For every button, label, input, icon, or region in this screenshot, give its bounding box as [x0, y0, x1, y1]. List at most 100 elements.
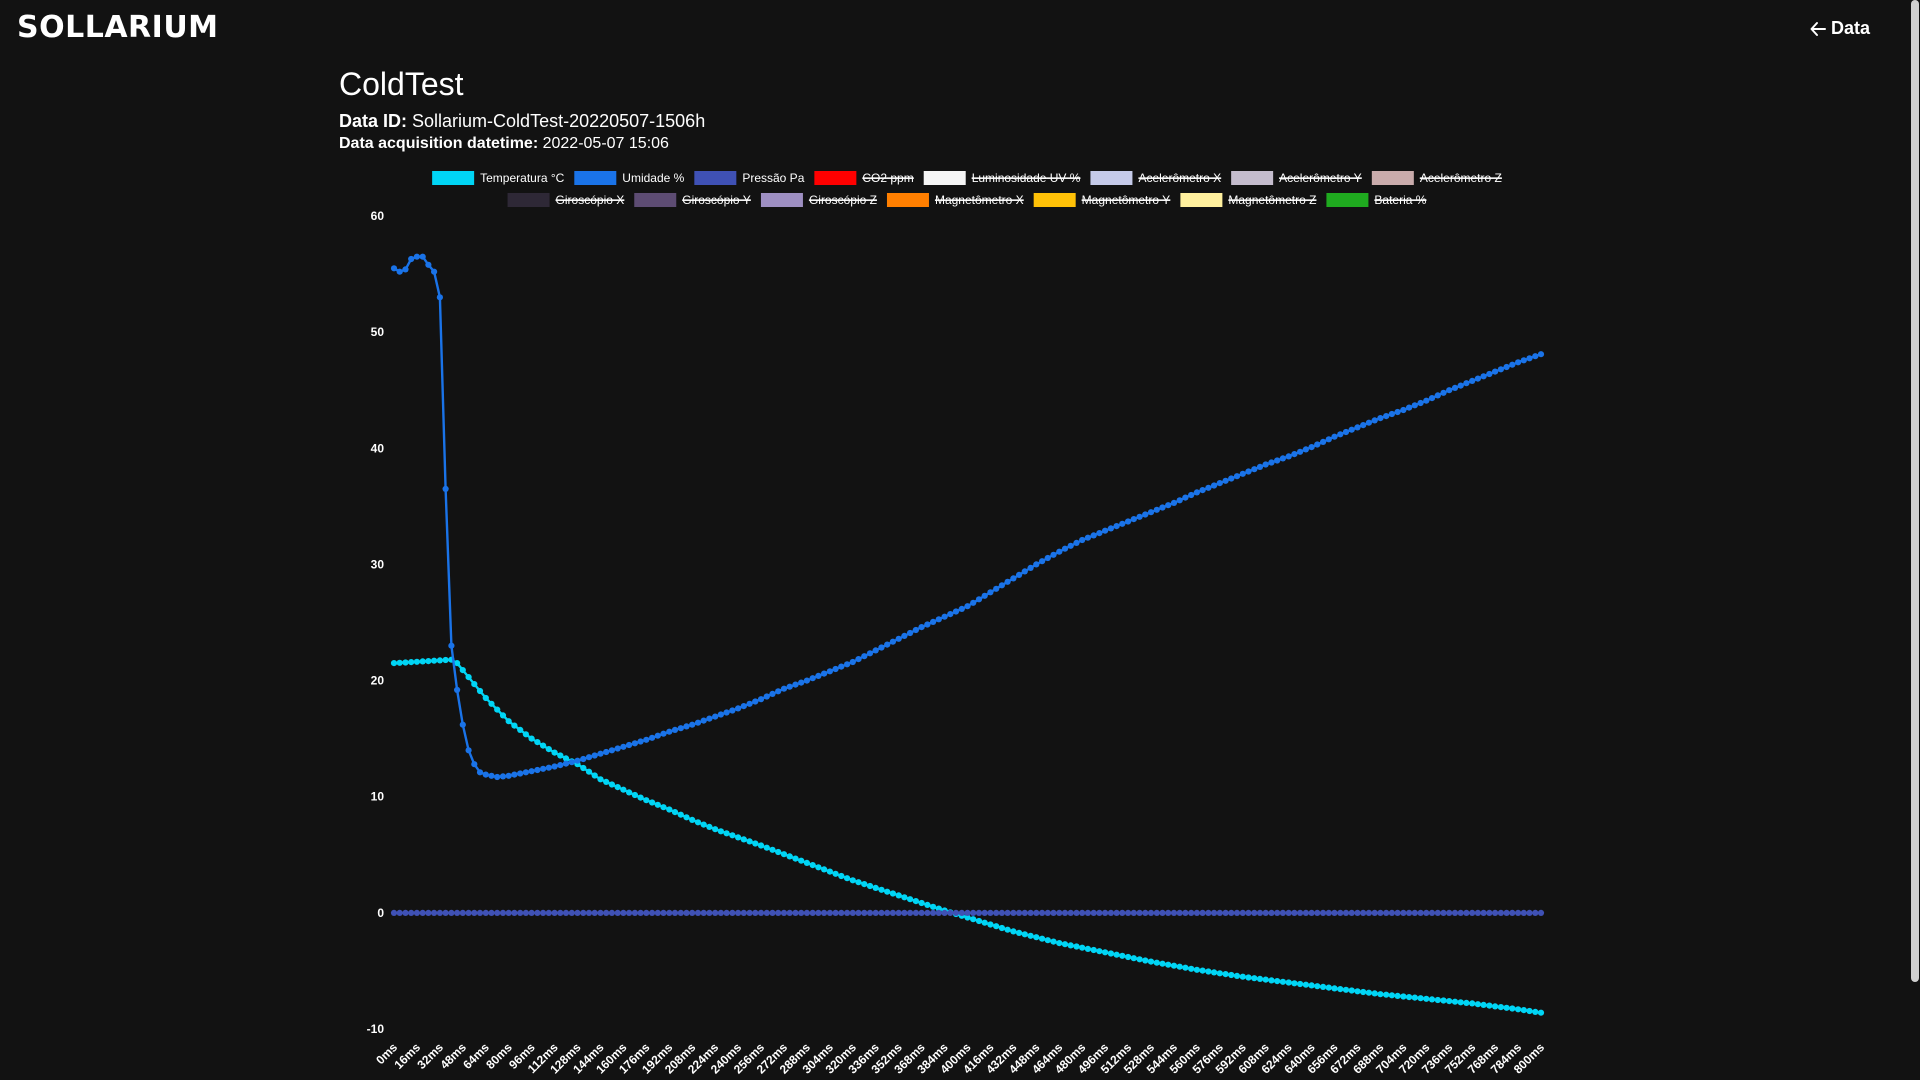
- data-point-temperatura-c[interactable]: [1153, 959, 1160, 966]
- data-point-umidade[interactable]: [1027, 564, 1034, 572]
- data-point-temperatura-c[interactable]: [1211, 969, 1218, 976]
- data-point-pressao-pa[interactable]: [1474, 909, 1481, 917]
- data-point-temperatura-c[interactable]: [1216, 970, 1223, 977]
- data-point-temperatura-c[interactable]: [987, 921, 994, 928]
- data-point-pressao-pa[interactable]: [1348, 909, 1355, 917]
- legend-swatch-acelerometro-y[interactable]: [1231, 171, 1274, 185]
- data-point-pressao-pa[interactable]: [1211, 909, 1218, 917]
- data-point-umidade[interactable]: [1314, 441, 1321, 448]
- data-point-pressao-pa[interactable]: [1314, 909, 1321, 917]
- data-point-umidade[interactable]: [1274, 457, 1281, 464]
- data-point-umidade[interactable]: [448, 642, 455, 649]
- data-point-pressao-pa[interactable]: [907, 909, 914, 917]
- data-point-temperatura-c[interactable]: [1503, 1004, 1510, 1011]
- data-point-temperatura-c[interactable]: [1342, 986, 1350, 993]
- legend-swatch-acelerometro-x[interactable]: [1090, 171, 1133, 185]
- data-point-pressao-pa[interactable]: [1325, 909, 1332, 917]
- data-point-pressao-pa[interactable]: [1406, 909, 1413, 917]
- data-point-pressao-pa[interactable]: [557, 909, 564, 917]
- data-point-temperatura-c[interactable]: [562, 755, 570, 762]
- data-point-pressao-pa[interactable]: [614, 909, 621, 917]
- data-point-pressao-pa[interactable]: [1457, 909, 1464, 917]
- data-point-temperatura-c[interactable]: [643, 797, 650, 804]
- data-point-temperatura-c[interactable]: [872, 884, 879, 892]
- data-point-umidade[interactable]: [562, 760, 570, 767]
- data-point-pressao-pa[interactable]: [390, 909, 398, 917]
- data-point-umidade[interactable]: [402, 266, 409, 273]
- data-point-umidade[interactable]: [1302, 446, 1309, 453]
- data-point-pressao-pa[interactable]: [1004, 909, 1011, 917]
- data-point-temperatura-c[interactable]: [1520, 1007, 1527, 1014]
- data-point-umidade[interactable]: [540, 765, 547, 772]
- data-point-pressao-pa[interactable]: [396, 909, 403, 917]
- data-point-temperatura-c[interactable]: [1457, 999, 1464, 1006]
- data-point-umidade[interactable]: [654, 732, 661, 739]
- data-point-temperatura-c[interactable]: [723, 830, 730, 837]
- data-point-umidade[interactable]: [1021, 568, 1028, 575]
- data-point-umidade[interactable]: [866, 650, 874, 657]
- data-point-temperatura-c[interactable]: [413, 658, 420, 665]
- data-point-temperatura-c[interactable]: [1394, 992, 1401, 1000]
- data-point-umidade[interactable]: [1245, 468, 1252, 475]
- data-point-umidade[interactable]: [981, 592, 988, 599]
- data-point-umidade[interactable]: [1262, 461, 1269, 468]
- data-point-pressao-pa[interactable]: [454, 909, 461, 917]
- data-point-umidade[interactable]: [499, 773, 507, 780]
- legend-swatch-umidade[interactable]: [574, 171, 617, 185]
- data-point-temperatura-c[interactable]: [1165, 961, 1172, 968]
- data-point-pressao-pa[interactable]: [683, 909, 690, 917]
- data-point-pressao-pa[interactable]: [1428, 909, 1436, 917]
- legend-swatch-co2-ppm[interactable]: [814, 171, 857, 185]
- data-point-pressao-pa[interactable]: [1503, 909, 1510, 917]
- data-point-pressao-pa[interactable]: [1188, 909, 1195, 917]
- data-point-pressao-pa[interactable]: [735, 909, 742, 917]
- data-point-pressao-pa[interactable]: [1021, 909, 1028, 917]
- data-point-pressao-pa[interactable]: [1268, 909, 1275, 917]
- data-point-pressao-pa[interactable]: [952, 909, 960, 917]
- data-point-temperatura-c[interactable]: [1492, 1003, 1499, 1010]
- data-point-temperatura-c[interactable]: [1170, 962, 1178, 969]
- data-point-umidade[interactable]: [505, 772, 512, 779]
- data-point-temperatura-c[interactable]: [998, 924, 1006, 932]
- data-point-pressao-pa[interactable]: [1342, 909, 1350, 917]
- data-point-umidade[interactable]: [1096, 530, 1103, 537]
- data-point-temperatura-c[interactable]: [408, 659, 415, 666]
- data-point-pressao-pa[interactable]: [993, 909, 1000, 917]
- data-point-temperatura-c[interactable]: [419, 658, 426, 665]
- data-point-pressao-pa[interactable]: [780, 909, 788, 917]
- data-point-temperatura-c[interactable]: [970, 916, 977, 923]
- data-point-temperatura-c[interactable]: [1532, 1008, 1539, 1016]
- data-point-temperatura-c[interactable]: [1107, 950, 1114, 957]
- data-point-temperatura-c[interactable]: [591, 772, 598, 779]
- data-point-umidade[interactable]: [603, 748, 610, 756]
- data-point-umidade[interactable]: [763, 693, 770, 700]
- data-point-umidade[interactable]: [1039, 558, 1046, 565]
- data-point-temperatura-c[interactable]: [1050, 938, 1057, 945]
- data-point-umidade[interactable]: [671, 726, 679, 734]
- data-point-temperatura-c[interactable]: [1537, 1009, 1545, 1016]
- data-point-temperatura-c[interactable]: [1182, 964, 1189, 971]
- data-point-temperatura-c[interactable]: [775, 848, 782, 856]
- data-point-umidade[interactable]: [1268, 459, 1275, 466]
- data-point-umidade[interactable]: [1388, 410, 1395, 418]
- data-point-temperatura-c[interactable]: [832, 870, 839, 877]
- data-point-umidade[interactable]: [1119, 520, 1126, 527]
- data-point-pressao-pa[interactable]: [844, 909, 851, 917]
- data-point-pressao-pa[interactable]: [809, 909, 816, 917]
- data-point-temperatura-c[interactable]: [1480, 1001, 1487, 1009]
- data-point-umidade[interactable]: [1188, 491, 1195, 499]
- data-point-temperatura-c[interactable]: [1130, 955, 1137, 962]
- data-point-pressao-pa[interactable]: [413, 909, 420, 917]
- data-point-pressao-pa[interactable]: [540, 909, 547, 917]
- data-point-pressao-pa[interactable]: [912, 909, 920, 917]
- data-point-umidade[interactable]: [1446, 387, 1453, 394]
- data-point-pressao-pa[interactable]: [1228, 909, 1235, 917]
- data-point-pressao-pa[interactable]: [1492, 909, 1499, 917]
- data-point-umidade[interactable]: [1170, 499, 1178, 506]
- data-point-umidade[interactable]: [798, 679, 805, 686]
- data-point-temperatura-c[interactable]: [907, 896, 914, 903]
- data-point-temperatura-c[interactable]: [1320, 983, 1327, 991]
- data-point-pressao-pa[interactable]: [1279, 909, 1286, 917]
- data-point-pressao-pa[interactable]: [476, 909, 484, 917]
- data-point-pressao-pa[interactable]: [975, 909, 983, 917]
